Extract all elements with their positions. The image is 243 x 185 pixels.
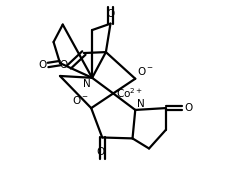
Text: O: O xyxy=(184,103,192,113)
Text: Co$^{2+}$: Co$^{2+}$ xyxy=(116,87,143,100)
Text: O: O xyxy=(59,60,67,70)
Text: N: N xyxy=(137,99,145,109)
Text: N: N xyxy=(83,79,90,89)
Text: O: O xyxy=(96,147,104,157)
Text: O: O xyxy=(38,60,46,70)
Text: O: O xyxy=(106,9,115,19)
Text: O$^-$: O$^-$ xyxy=(72,94,89,106)
Text: O$^-$: O$^-$ xyxy=(137,65,154,77)
